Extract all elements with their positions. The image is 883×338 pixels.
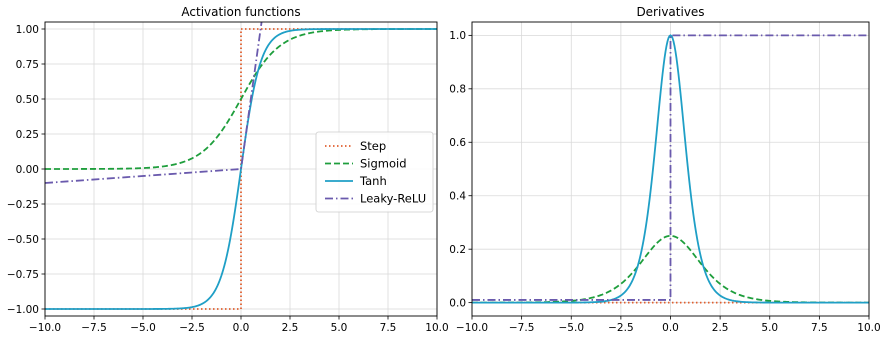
x-tick-label: −7.5 [509,322,535,334]
legend-label: Sigmoid [360,157,407,171]
series-line-leaky-relu [472,34,869,301]
x-tick-label: −5.0 [559,322,585,334]
x-tick-label: 0.0 [662,322,679,334]
ticks: −10.0 −7.5 −5.0 −2.5 0.0 2.5 5.0 7.5 10.0 −1.00 −0… [7,24,449,334]
x-tick-label: 7.5 [380,322,397,334]
derivatives-panel: Derivatives −10.0 −7.5 −5.0 −2.5 0.0 2.5 5.0 7.… [449,5,880,334]
y-tick-label: 0.8 [449,84,466,96]
x-tick-label: −2.5 [608,322,634,334]
legend-label: Tanh [359,174,387,188]
x-tick-label: 10.0 [425,322,448,334]
x-tick-label: 5.0 [331,322,348,334]
series-line-leaky-relu [45,22,263,184]
y-tick-label: −1.00 [7,304,39,316]
x-tick-label: −5.0 [130,322,156,334]
legend-box [315,131,434,213]
y-tick-label: 1.0 [449,30,466,42]
x-tick-label: −2.5 [179,322,205,334]
x-tick-label: 2.5 [282,322,299,334]
y-tick-label: 0.6 [449,137,466,149]
x-tick-label: 5.0 [761,322,778,334]
x-tick-label: −10.0 [456,322,488,334]
y-tick-label: −0.50 [7,234,39,246]
y-tick-label: 0.0 [449,297,466,309]
legend: Step Sigmoid Tanh Leaky-ReLU [315,131,434,213]
x-tick-label: 0.0 [233,322,250,334]
y-tick-label: −0.25 [7,199,39,211]
x-tick-label: 7.5 [811,322,828,334]
x-tick-label: −7.5 [81,322,107,334]
ticks: −10.0 −7.5 −5.0 −2.5 0.0 2.5 5.0 7.5 10.0 0.0 0.2 0… [449,30,880,334]
y-tick-label: −0.75 [7,269,39,281]
series-group [45,22,437,310]
x-tick-label: −10.0 [29,322,61,334]
y-tick-label: 0.50 [16,94,39,106]
y-tick-label: 0.25 [16,129,39,141]
chart-title: Activation functions [181,5,300,19]
series-line-tanh [472,34,869,304]
y-tick-label: 0.00 [16,164,39,176]
legend-label: Leaky-ReLU [360,192,426,206]
y-tick-label: 1.00 [16,24,39,36]
legend-label: Step [360,139,386,153]
y-tick-label: 0.4 [449,191,466,203]
y-tick-label: 0.2 [449,244,466,256]
activation-functions-panel: Activation functions −10.0 −7.5 −5.0 −2.5 0.… [7,5,449,334]
chart-title: Derivatives [636,5,704,19]
x-tick-label: 2.5 [712,322,729,334]
y-tick-label: 0.75 [16,59,39,71]
series-line-tanh [45,28,437,310]
series-group [472,34,869,304]
x-tick-label: 10.0 [857,322,880,334]
